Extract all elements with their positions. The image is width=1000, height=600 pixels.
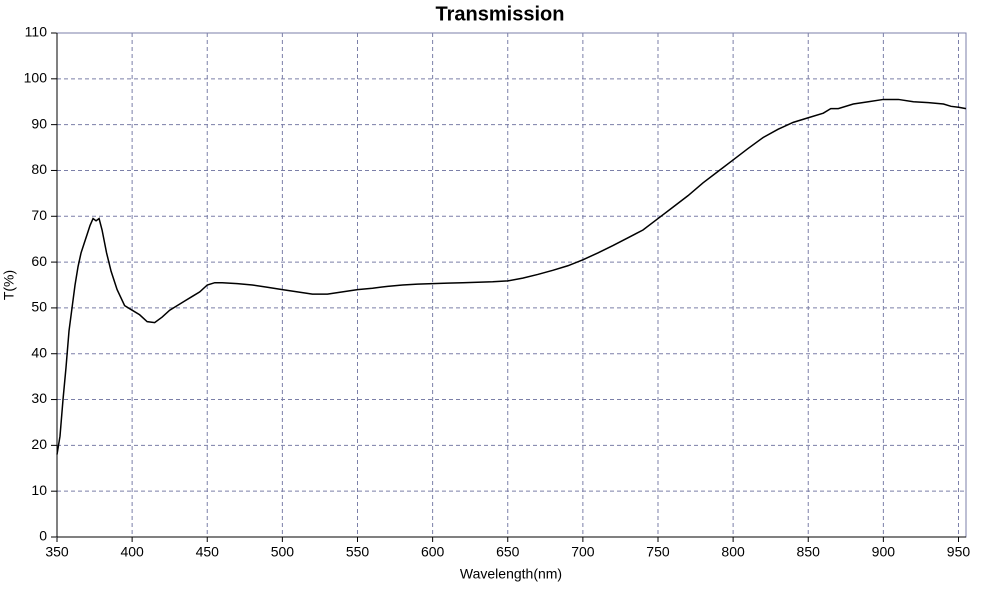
- x-tick-label: 850: [797, 544, 821, 560]
- x-tick-label: 350: [45, 544, 69, 560]
- y-tick-label: 0: [39, 528, 47, 544]
- y-tick-label: 40: [31, 344, 47, 360]
- x-tick-label: 450: [196, 544, 220, 560]
- y-tick-label: 90: [31, 115, 47, 131]
- x-tick-label: 500: [271, 544, 295, 560]
- x-tick-label: 900: [872, 544, 896, 560]
- x-tick-label: 650: [496, 544, 520, 560]
- y-tick-label: 110: [25, 24, 48, 40]
- y-tick-label: 50: [31, 299, 47, 315]
- x-tick-label: 800: [721, 544, 745, 560]
- x-tick-label: 750: [646, 544, 670, 560]
- y-tick-label: 100: [24, 70, 48, 86]
- x-tick-label: 400: [120, 544, 144, 560]
- x-tick-label: 950: [947, 544, 971, 560]
- y-tick-label: 10: [31, 482, 47, 498]
- x-tick-label: 600: [421, 544, 445, 560]
- y-tick-label: 70: [31, 207, 47, 223]
- y-axis-label: T(%): [1, 270, 17, 300]
- chart-title: Transmission: [436, 3, 565, 25]
- y-tick-label: 60: [31, 253, 47, 269]
- x-tick-label: 700: [571, 544, 595, 560]
- data-line: [56, 98, 967, 455]
- y-tick-label: 30: [31, 390, 47, 406]
- x-tick-label: 550: [346, 544, 370, 560]
- y-tick-label: 20: [31, 436, 47, 452]
- y-tick-label: 80: [31, 161, 47, 177]
- x-axis-label: Wavelength(nm): [460, 566, 562, 582]
